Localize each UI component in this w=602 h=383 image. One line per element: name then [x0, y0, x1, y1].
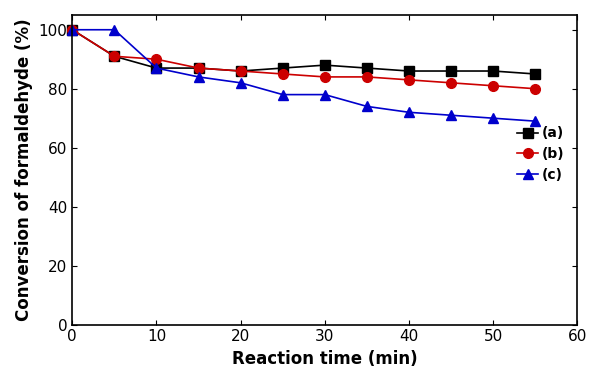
(c) — [532, 119, 539, 123]
(c) — [69, 28, 76, 32]
(a) — [69, 28, 76, 32]
Line: (b): (b) — [67, 25, 540, 93]
(c) — [237, 80, 244, 85]
(a) — [363, 66, 370, 70]
(b) — [405, 78, 412, 82]
Y-axis label: Conversion of formaldehyde (%): Conversion of formaldehyde (%) — [15, 18, 33, 321]
(b) — [363, 75, 370, 79]
(a) — [321, 63, 329, 67]
(b) — [153, 57, 160, 62]
Line: (c): (c) — [67, 25, 540, 126]
(b) — [447, 80, 455, 85]
(c) — [279, 92, 287, 97]
(a) — [279, 66, 287, 70]
(a) — [532, 72, 539, 76]
(b) — [237, 69, 244, 73]
(c) — [363, 104, 370, 109]
X-axis label: Reaction time (min): Reaction time (min) — [232, 350, 418, 368]
(b) — [489, 83, 497, 88]
(a) — [237, 69, 244, 73]
(b) — [111, 54, 118, 59]
(c) — [405, 110, 412, 115]
(c) — [153, 66, 160, 70]
(a) — [405, 69, 412, 73]
(b) — [279, 72, 287, 76]
(c) — [321, 92, 329, 97]
(c) — [111, 28, 118, 32]
(b) — [195, 66, 202, 70]
(b) — [321, 75, 329, 79]
(a) — [447, 69, 455, 73]
(a) — [111, 54, 118, 59]
Line: (a): (a) — [67, 25, 540, 79]
(c) — [447, 113, 455, 118]
(c) — [195, 75, 202, 79]
(a) — [195, 66, 202, 70]
(a) — [489, 69, 497, 73]
Legend: (a), (b), (c): (a), (b), (c) — [512, 121, 570, 188]
(c) — [489, 116, 497, 121]
(b) — [69, 28, 76, 32]
(b) — [532, 87, 539, 91]
(a) — [153, 66, 160, 70]
